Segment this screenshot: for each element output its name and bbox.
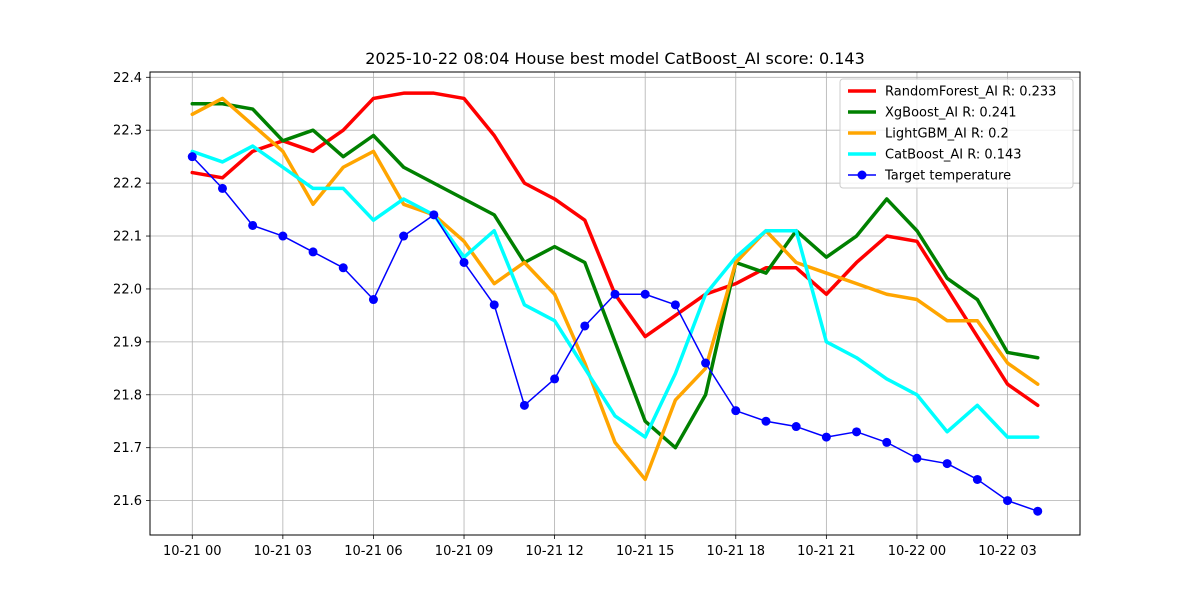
data-point (912, 453, 922, 463)
y-tick-label: 21.7 (113, 441, 142, 456)
data-point (942, 459, 952, 469)
legend-marker (857, 170, 867, 180)
data-point (308, 247, 318, 257)
data-point (278, 231, 288, 241)
x-tick-label: 10-21 15 (616, 544, 674, 559)
data-point (429, 210, 439, 220)
data-point (1003, 496, 1013, 506)
data-point (761, 416, 771, 426)
y-tick-label: 22.0 (113, 282, 142, 297)
x-tick-label: 10-21 21 (797, 544, 855, 559)
x-axis: 10-21 00 10-21 03 10-21 06 10-21 09 10-21 12… (163, 535, 1037, 559)
data-point (701, 358, 711, 368)
series-4 (187, 152, 1043, 516)
series-line (190, 102, 1040, 450)
legend-item: LightGBM_AI R: 0.2 (848, 127, 1009, 142)
legend-label: Target temperature (884, 169, 1011, 184)
data-point (187, 152, 197, 162)
legend-item: XgBoost_AI R: 0.241 (848, 106, 1017, 121)
legend: RandomForest_AI R: 0.233 XgBoost_AI R: 0.… (839, 78, 1074, 189)
x-tick-label: 10-21 00 (163, 544, 221, 559)
data-point (550, 374, 560, 384)
legend-item: CatBoost_AI R: 0.143 (848, 148, 1022, 163)
legend-box (839, 78, 1074, 189)
x-tick-label: 10-21 09 (435, 544, 493, 559)
data-point (670, 300, 680, 310)
legend-label: XgBoost_AI R: 0.241 (885, 106, 1017, 121)
series-line (190, 144, 1040, 439)
y-axis: 21.6 21.7 21.8 21.9 22.0 22.1 22.2 22.3 22.4 (113, 71, 150, 509)
y-tick-label: 22.4 (113, 71, 142, 86)
series-3 (190, 144, 1040, 439)
data-point (731, 406, 741, 416)
x-tick-label: 10-21 12 (525, 544, 583, 559)
data-point (459, 257, 469, 267)
plot-frame (149, 71, 1081, 536)
series-layer (187, 91, 1043, 516)
data-point (580, 321, 590, 331)
chart-title: 2025-10-22 08:04 House best model CatBoo… (365, 49, 865, 69)
data-point (610, 289, 620, 299)
y-tick-label: 22.1 (113, 230, 142, 245)
x-tick-label: 10-22 00 (888, 544, 946, 559)
data-point (1033, 506, 1043, 516)
x-tick-label: 10-21 06 (344, 544, 402, 559)
data-point (882, 437, 892, 447)
series-2 (190, 96, 1040, 482)
data-point (217, 183, 227, 193)
series-1 (190, 102, 1040, 450)
data-point (399, 231, 409, 241)
y-tick-label: 21.9 (113, 335, 142, 350)
data-point (338, 263, 348, 273)
data-point (519, 400, 529, 410)
legend-item: RandomForest_AI R: 0.233 (848, 85, 1056, 100)
data-point (791, 422, 801, 432)
legend-label: CatBoost_AI R: 0.143 (885, 148, 1022, 163)
legend-label: LightGBM_AI R: 0.2 (885, 127, 1009, 142)
legend-item: Target temperature (848, 169, 1011, 184)
series-line (190, 96, 1040, 482)
x-tick-label: 10-22 03 (978, 544, 1036, 559)
data-point (368, 295, 378, 305)
data-point (852, 427, 862, 437)
data-point (489, 300, 499, 310)
y-tick-label: 21.6 (113, 494, 142, 509)
data-point (821, 432, 831, 442)
y-tick-label: 21.8 (113, 388, 142, 403)
x-tick-label: 10-21 18 (707, 544, 765, 559)
legend-label: RandomForest_AI R: 0.233 (885, 85, 1056, 100)
x-tick-label: 10-21 03 (254, 544, 312, 559)
y-tick-label: 22.2 (113, 177, 142, 192)
data-point (972, 474, 982, 484)
y-tick-label: 22.3 (113, 124, 142, 139)
data-point (640, 289, 650, 299)
data-point (248, 220, 258, 230)
